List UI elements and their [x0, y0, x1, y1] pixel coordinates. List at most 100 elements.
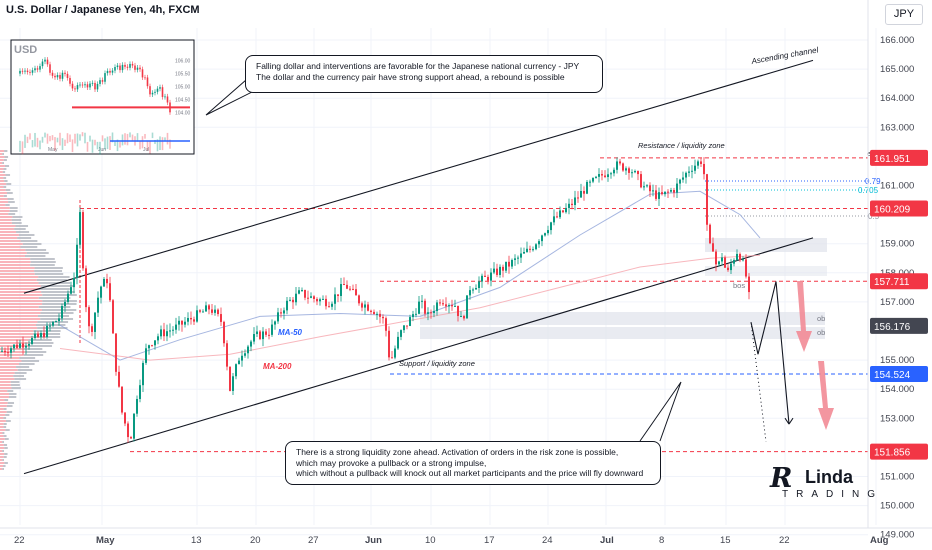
- volume-bar-buy: [3, 186, 7, 188]
- inset-volume-bar: [31, 140, 34, 148]
- volume-bar-sell: [0, 300, 43, 302]
- inset-volume-bar: [49, 135, 51, 142]
- candle-body: [397, 336, 399, 349]
- candle-body: [388, 330, 390, 358]
- volume-bar-buy: [20, 240, 38, 242]
- inset-volume-bar: [169, 139, 171, 149]
- inset-candle-body: [29, 71, 31, 73]
- volume-bar-sell: [0, 324, 36, 326]
- candle-body: [466, 295, 468, 319]
- volume-bar-buy: [36, 279, 67, 281]
- inset-candle-body: [56, 75, 59, 78]
- volume-bar-sell: [0, 387, 12, 389]
- volume-bar-sell: [0, 447, 5, 449]
- candle-body: [526, 248, 528, 252]
- inset-candle-body: [66, 73, 69, 78]
- projection-path: [750, 281, 790, 425]
- candle-body: [259, 331, 261, 340]
- volume-bar-buy: [3, 465, 6, 467]
- inset-candle-body: [96, 83, 99, 90]
- candle-body: [484, 275, 486, 277]
- volume-bar-buy: [8, 201, 15, 203]
- volume-bar-sell: [0, 408, 4, 410]
- inset-volume-bar: [96, 141, 99, 150]
- candle-body: [181, 320, 183, 325]
- volume-bar-sell: [0, 159, 4, 161]
- inset-candle-body: [114, 66, 116, 71]
- inset-candle-body: [46, 59, 49, 65]
- volume-bar-sell: [0, 453, 5, 455]
- candle-body: [169, 330, 171, 332]
- volume-bar-buy: [23, 348, 43, 350]
- candle-body: [385, 318, 387, 331]
- inset-volume-bar: [104, 138, 106, 150]
- candle-body: [94, 312, 96, 332]
- candle-body: [535, 244, 537, 250]
- inset-candle-body: [121, 64, 124, 71]
- candle-body: [547, 230, 549, 234]
- candle-body: [178, 320, 180, 325]
- candle-body: [352, 288, 354, 290]
- volume-bar-sell: [0, 243, 23, 245]
- inset-volume-bar: [81, 132, 84, 137]
- candle-body: [595, 176, 597, 178]
- volume-bar-buy: [16, 231, 30, 233]
- volume-bar-buy: [2, 468, 4, 470]
- volume-bar-sell: [0, 411, 7, 413]
- candle-body: [586, 181, 588, 194]
- candle-body: [115, 333, 117, 372]
- y-tick-label: 163.000: [880, 122, 914, 133]
- volume-bar-buy: [9, 207, 18, 209]
- price-label-text: 151.856: [874, 448, 911, 459]
- candle-body: [130, 437, 132, 439]
- volume-bar-sell: [0, 336, 34, 338]
- inset-candle-body: [86, 84, 89, 88]
- candle-body: [541, 235, 543, 242]
- volume-bar-buy: [14, 372, 27, 374]
- candle-body: [553, 216, 555, 223]
- volume-bar-buy: [7, 390, 14, 392]
- candle-body: [121, 386, 123, 413]
- inset-volume-bar: [99, 141, 101, 155]
- inset-y-tick: 105.00: [175, 85, 191, 91]
- volume-bar-sell: [0, 234, 19, 236]
- candle-body: [154, 340, 156, 346]
- volume-bar-buy: [11, 222, 22, 224]
- candle-body: [22, 343, 24, 348]
- x-tick-label: 27: [308, 535, 319, 546]
- inset-volume-bar: [151, 132, 154, 139]
- candle-body: [316, 298, 318, 302]
- volume-bar-buy: [34, 273, 64, 275]
- candle-body: [139, 385, 141, 400]
- candle-body: [493, 268, 495, 273]
- volume-bar-sell: [0, 210, 10, 212]
- inset-volume-bar: [161, 137, 164, 151]
- currency-selector[interactable]: JPY: [885, 4, 923, 25]
- candle-body: [304, 289, 306, 298]
- candle-body: [367, 304, 369, 311]
- candle-body: [406, 325, 408, 327]
- volume-bar-sell: [0, 228, 15, 230]
- inset-volume-bar: [69, 134, 71, 142]
- volume-bar-sell: [0, 192, 8, 194]
- volume-bar-sell: [0, 267, 35, 269]
- candle-body: [451, 305, 453, 307]
- volume-bar-sell: [0, 462, 5, 464]
- volume-bar-sell: [0, 255, 25, 257]
- inset-volume-bar: [109, 136, 111, 150]
- candle-body: [214, 309, 216, 313]
- candle-body: [142, 362, 144, 386]
- volume-bar-sell: [0, 225, 16, 227]
- candle-body: [76, 244, 78, 279]
- inset-candle-body: [71, 83, 74, 89]
- inset-candle-body: [34, 68, 36, 71]
- volume-bar-sell: [0, 366, 17, 368]
- inset-candle-body: [74, 88, 76, 90]
- inset-volume-bar: [34, 132, 36, 147]
- volume-bar-sell: [0, 330, 34, 332]
- candle-body: [562, 210, 564, 213]
- candle-body: [580, 190, 582, 198]
- projection-arrowhead: [784, 417, 794, 425]
- candle-body: [604, 175, 606, 178]
